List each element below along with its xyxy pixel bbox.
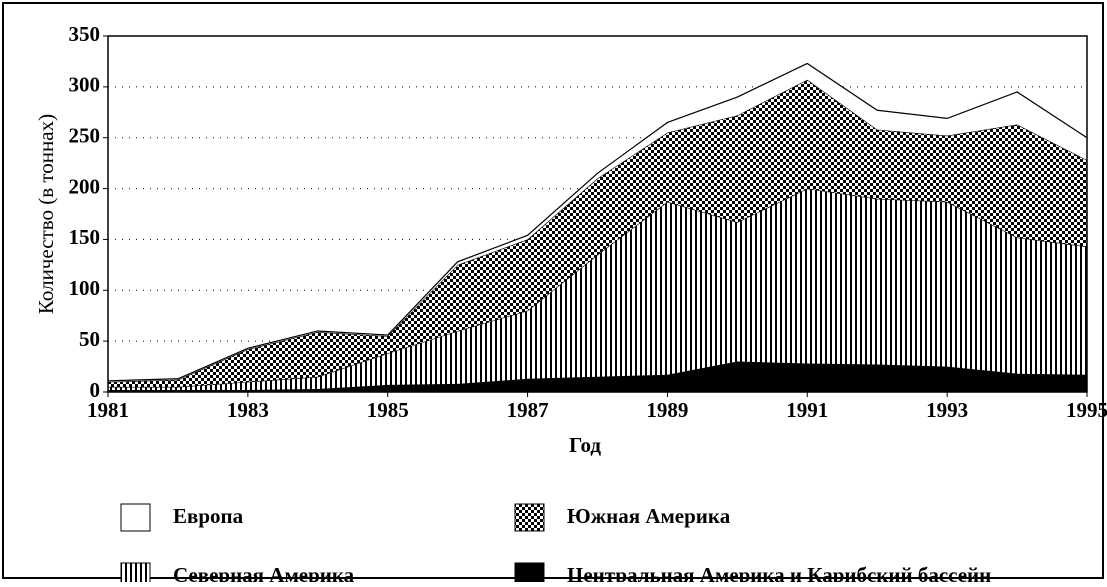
x-tick-label: 1995 [1066,398,1107,422]
legend-swatch [120,562,151,587]
x-tick-label: 1993 [926,398,968,422]
y-tick-label: 350 [69,22,101,46]
x-tick-label: 1985 [367,398,409,422]
legend-label: Южная Америка [567,504,731,528]
y-tick-label: 250 [69,124,101,148]
x-axis-label: Год [569,433,601,457]
x-tick-label: 1983 [227,398,269,422]
y-tick-label: 300 [69,73,101,97]
legend-label: Европа [173,504,244,528]
y-axis-label: Количество (в тоннах) [34,114,58,314]
y-tick-label: 0 [90,378,101,402]
x-tick-label: 1987 [507,398,549,422]
area-edge [107,62,1088,382]
legend-swatch [120,503,151,532]
y-tick-label: 50 [79,327,100,351]
plot-frame [107,35,1088,393]
frame [2,2,1104,579]
y-tick-label: 100 [69,276,101,300]
area [108,79,1087,387]
x-tick-label: 1991 [786,398,828,422]
y-tick-label: 200 [69,174,101,198]
area [108,188,1087,390]
y-tick-label: 150 [69,225,101,249]
legend-swatch [514,503,545,532]
x-tick-label: 1981 [87,398,129,422]
legend-label: Северная Америка [173,563,355,582]
legend-label: Центральная Америка и Карибский бассейн [567,563,991,582]
x-tick-label: 1989 [646,398,688,422]
legend-swatch [514,562,545,587]
